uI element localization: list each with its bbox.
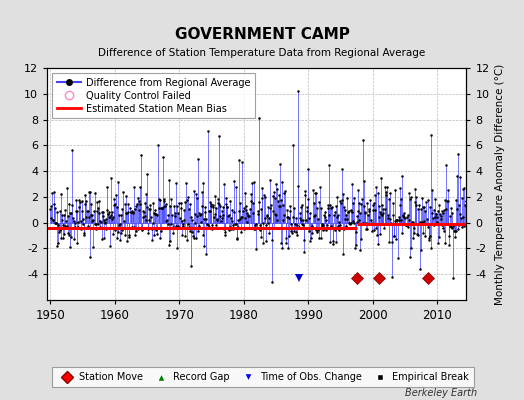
Legend: Station Move, Record Gap, Time of Obs. Change, Empirical Break: Station Move, Record Gap, Time of Obs. C… [52,368,474,387]
Y-axis label: Monthly Temperature Anomaly Difference (°C): Monthly Temperature Anomaly Difference (… [495,63,505,305]
Text: GOVERNMENT CAMP: GOVERNMENT CAMP [174,27,350,42]
Text: Difference of Station Temperature Data from Regional Average: Difference of Station Temperature Data f… [99,48,425,58]
Legend: Difference from Regional Average, Quality Control Failed, Estimated Station Mean: Difference from Regional Average, Qualit… [52,73,255,118]
Text: Berkeley Earth: Berkeley Earth [405,388,477,398]
